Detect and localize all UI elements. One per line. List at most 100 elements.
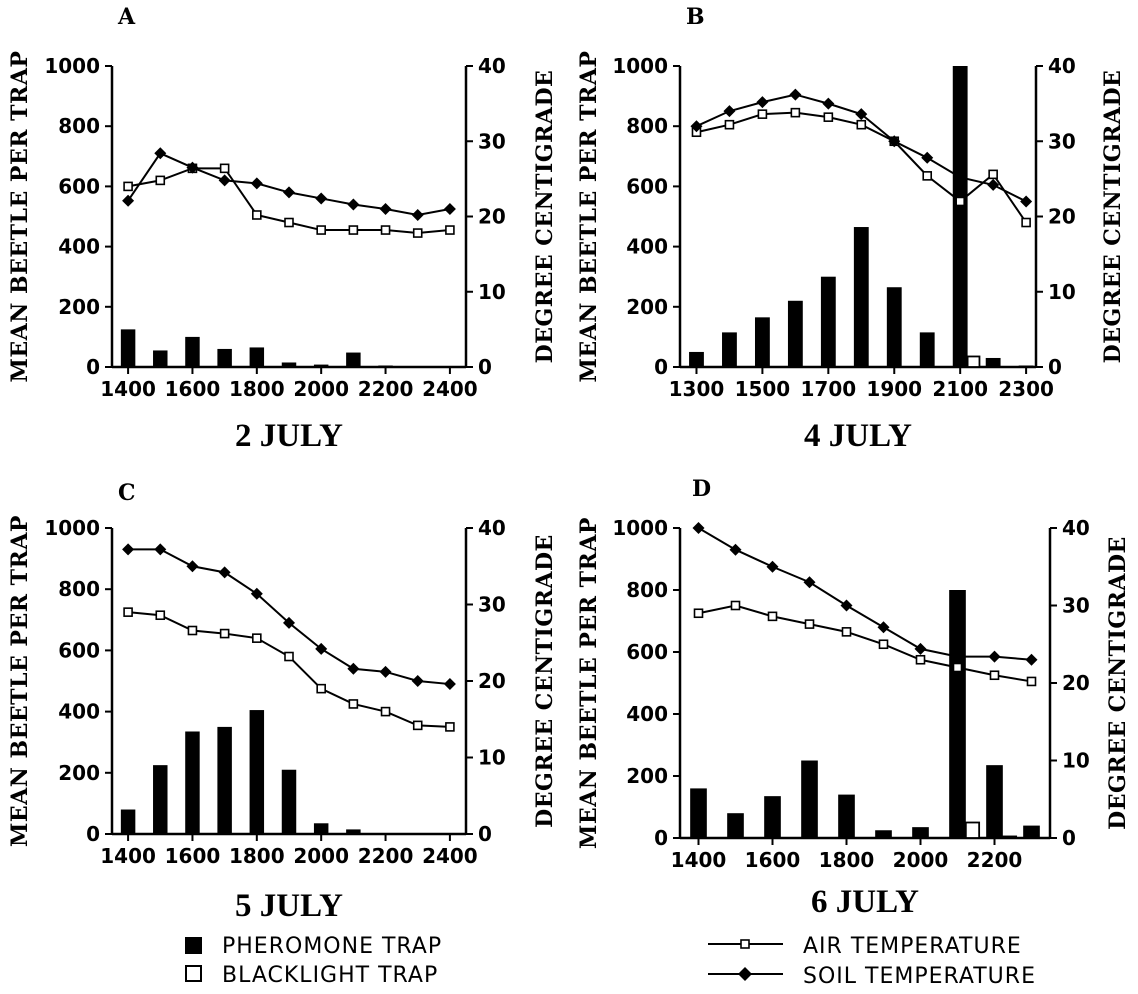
soil-temperature-point bbox=[250, 587, 263, 600]
y-tick-label: 200 bbox=[626, 764, 668, 788]
x-tick-label: 1800 bbox=[819, 848, 875, 872]
pheromone-bar bbox=[985, 357, 1001, 367]
y-tick-label: 600 bbox=[58, 174, 100, 198]
y2-axis-title: DEGREE CENTIGRADE bbox=[532, 70, 558, 364]
soil-temperature-point bbox=[951, 650, 964, 663]
soil-temperature-point bbox=[840, 599, 853, 612]
pheromone-bar bbox=[217, 348, 232, 367]
air-temperature-point bbox=[123, 607, 133, 617]
y2-tick-label: 20 bbox=[478, 205, 506, 229]
pheromone-bar bbox=[912, 827, 929, 838]
air-temperature-point bbox=[989, 670, 1000, 681]
pheromone-bar bbox=[986, 765, 1003, 838]
soil-temperature-point bbox=[690, 120, 703, 133]
air-temperature-point bbox=[767, 611, 778, 622]
soil-temperature-point bbox=[154, 543, 167, 556]
air-temperature-point bbox=[219, 163, 230, 174]
pheromone-bar bbox=[787, 300, 803, 367]
y-tick-label: 0 bbox=[86, 355, 100, 379]
soil-temperature-point bbox=[122, 543, 135, 556]
soil-temperature-point bbox=[987, 178, 1000, 191]
y2-tick-label: 30 bbox=[478, 129, 506, 153]
soil-temperature-point bbox=[888, 135, 901, 148]
soil-temperature-point bbox=[988, 650, 1001, 663]
date-label: 4 JULY bbox=[804, 418, 912, 454]
soil-temperature-point bbox=[411, 675, 424, 687]
soil-temperature-point bbox=[1020, 195, 1033, 208]
soil-temperature-point bbox=[379, 665, 392, 678]
y2-tick-label: 20 bbox=[478, 669, 506, 693]
y2-tick-label: 20 bbox=[1048, 205, 1076, 229]
y2-tick-label: 10 bbox=[1062, 749, 1090, 773]
y2-axis-title: DEGREE CENTIGRADE bbox=[1105, 536, 1131, 830]
soil-temperature-point bbox=[347, 198, 360, 211]
pheromone-bar bbox=[727, 813, 744, 838]
blacklight-bar bbox=[964, 821, 981, 839]
pheromone-bar bbox=[886, 287, 902, 367]
air-temperature-point bbox=[316, 683, 326, 694]
air-temperature-point bbox=[988, 169, 998, 180]
y2-tick-label: 0 bbox=[1062, 826, 1076, 850]
air-temperature-point bbox=[219, 628, 230, 639]
y-tick-label: 600 bbox=[626, 640, 668, 664]
y2-tick-label: 40 bbox=[1048, 54, 1076, 78]
x-tick-label: 2300 bbox=[998, 377, 1054, 401]
pheromone-bar bbox=[185, 731, 200, 834]
date-label: 2 JULY bbox=[235, 418, 343, 454]
x-tick-label: 2200 bbox=[967, 848, 1023, 872]
y2-tick-label: 0 bbox=[1048, 355, 1062, 379]
x-tick-label: 1400 bbox=[100, 377, 156, 401]
air-temperature-line bbox=[127, 611, 450, 728]
soil-temperature-point bbox=[692, 522, 705, 534]
y-tick-label: 600 bbox=[58, 638, 100, 662]
soil-temperature-point bbox=[914, 642, 927, 655]
y2-axis-title: DEGREE CENTIGRADE bbox=[1100, 70, 1126, 364]
pheromone-bar bbox=[313, 364, 329, 367]
date-label: 5 JULY bbox=[235, 888, 343, 924]
air-temperature-point bbox=[730, 600, 741, 611]
y-tick-label: 200 bbox=[626, 295, 668, 319]
pheromone-bar bbox=[346, 352, 361, 367]
air-temperature-point bbox=[955, 196, 965, 207]
panel-a: A 0 200 400 600 800 1000 0 10 20 30 40 1400 1600 1800 2… bbox=[7, 4, 558, 454]
panel-letter: C bbox=[118, 480, 136, 506]
air-temperature-point bbox=[952, 662, 963, 673]
air-temperature-point bbox=[922, 171, 933, 181]
soil-temperature-point bbox=[186, 560, 199, 573]
pheromone-bar bbox=[820, 276, 836, 367]
air-temperature-point bbox=[412, 720, 423, 731]
pheromone-bar bbox=[690, 788, 707, 838]
y2-tick-label: 20 bbox=[1062, 671, 1090, 695]
air-temperature-point bbox=[348, 699, 359, 709]
y-tick-label: 400 bbox=[626, 702, 668, 726]
pheromone-bar bbox=[185, 336, 200, 367]
soil-temperature-point bbox=[766, 560, 779, 573]
x-tick-label: 1900 bbox=[866, 377, 922, 401]
y-tick-label: 1000 bbox=[612, 516, 668, 540]
air-temperature-point bbox=[284, 651, 294, 662]
air-temperature-point bbox=[790, 107, 801, 118]
soil-temperature-point bbox=[283, 616, 295, 629]
air-temperature-line bbox=[698, 604, 1032, 683]
air-temperature-point bbox=[155, 610, 166, 621]
air-temperature-point bbox=[445, 722, 455, 732]
y2-tick-label: 10 bbox=[1048, 280, 1076, 304]
pheromone-bar bbox=[1023, 825, 1040, 838]
soil-temperature-line bbox=[127, 152, 451, 217]
x-tick-label: 1500 bbox=[735, 377, 791, 401]
y2-tick-label: 40 bbox=[1062, 516, 1090, 540]
x-tick-label: 2100 bbox=[932, 377, 988, 401]
panel-b: B 0 200 400 600 800 1000 0 10 20 30 40 1300 1500 1700 1… bbox=[576, 4, 1126, 454]
blacklight-bar bbox=[966, 355, 981, 368]
panel-d: D 0 200 400 600 800 1000 0 10 20 30 40 1400 1600 1800 2… bbox=[576, 476, 1131, 920]
y-axis-title: MEAN BEETLE PER TRAP bbox=[7, 515, 33, 847]
pheromone-bar bbox=[949, 590, 966, 838]
air-temperature-point bbox=[757, 109, 768, 119]
y2-axis-title: DEGREE CENTIGRADE bbox=[532, 534, 558, 828]
air-temperature-point bbox=[380, 225, 391, 235]
y2-tick-label: 10 bbox=[478, 746, 506, 770]
y-tick-label: 200 bbox=[58, 761, 100, 785]
pheromone-bar bbox=[689, 351, 704, 367]
x-tick-label: 2400 bbox=[422, 377, 478, 401]
